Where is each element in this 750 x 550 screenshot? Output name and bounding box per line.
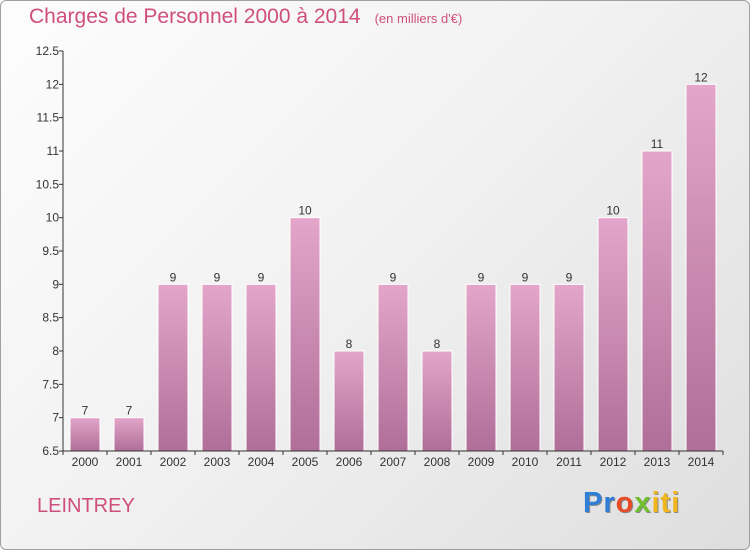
x-tick-label-2011: 2011 [556,455,582,469]
x-tick-label-2010: 2010 [512,455,539,469]
y-tick-label: 6.5 [42,444,59,458]
bar-2002 [157,283,189,452]
x-tick-label-2006: 2006 [336,455,363,469]
bar-2007 [377,283,409,452]
bar-2008 [421,350,453,452]
y-tick-label: 7 [52,411,59,425]
bar-2003 [201,283,233,452]
data-label-2001: 7 [126,404,133,418]
data-label-2003: 9 [214,270,221,284]
x-tick-label-2012: 2012 [600,455,627,469]
y-tick-label: 8.5 [42,311,59,325]
x-tick-label-2004: 2004 [248,455,275,469]
y-tick-label: 12.5 [36,44,60,58]
x-tick-label-2005: 2005 [292,455,319,469]
chart-subtitle: (en milliers d'€) [374,11,463,26]
bar-2014 [685,83,717,452]
data-label-2008: 8 [434,337,441,351]
bar-2013 [641,150,673,452]
x-tick-label-2014: 2014 [688,455,715,469]
bar-2012 [597,217,629,452]
data-label-2013: 11 [651,137,664,151]
x-axis: 2000 2001 2002 2003 2004 2005 2006 2007 2008 2009… [62,450,724,469]
bar-2001 [113,417,145,452]
bar-2010 [509,283,541,452]
y-tick-label: 11.5 [37,111,60,125]
proxiti-logo: Proxiti [583,487,681,519]
x-tick-label-2002: 2002 [160,455,187,469]
data-label-2000: 7 [82,404,89,418]
y-axis: 6.5 7 7.5 8 8.5 9 9.5 10 10.5 11 11.5 12 12.5 [36,44,64,458]
x-tick-label-2007: 2007 [380,455,407,469]
bar-2011 [553,283,585,452]
bar-2005 [289,217,321,452]
data-label-2007: 9 [390,270,397,284]
y-tick-label: 7.5 [42,377,59,391]
data-label-2012: 10 [606,204,620,218]
chart-title: Charges de Personnel 2000 à 2014 (en mill… [29,5,462,29]
x-tick-label-2003: 2003 [204,455,231,469]
x-tick-label-2013: 2013 [644,455,671,469]
x-tick-label-2009: 2009 [468,455,495,469]
bar-2006 [333,350,365,452]
commune-name: LEINTREY [37,495,135,517]
y-tick-label: 9.5 [42,244,59,258]
x-tick-label-2000: 2000 [72,455,99,469]
data-label-2002: 9 [170,270,177,284]
data-label-2010: 9 [522,270,529,284]
x-tick-label-2001: 2001 [116,455,143,469]
data-label-2006: 8 [346,337,353,351]
data-label-2014: 12 [694,70,708,84]
data-label-2005: 10 [298,204,312,218]
chart-title-text: Charges de Personnel 2000 à 2014 [29,5,361,28]
y-tick-label: 10 [46,211,60,225]
y-tick-label: 8 [52,344,59,358]
data-label-2009: 9 [478,270,485,284]
y-tick-label: 10.5 [36,177,60,191]
y-tick-label: 11 [47,144,60,158]
x-tick-label-2008: 2008 [424,455,451,469]
bar-2009 [465,283,497,452]
bar-2000 [69,417,101,452]
data-label-2004: 9 [258,270,265,284]
y-tick-label: 12 [46,77,60,91]
y-tick-label: 9 [52,277,59,291]
bar-2004 [245,283,277,452]
data-label-2011: 9 [566,270,573,284]
bars: 7 7 9 9 9 10 8 9 8 9 9 9 10 11 12 [69,70,717,452]
